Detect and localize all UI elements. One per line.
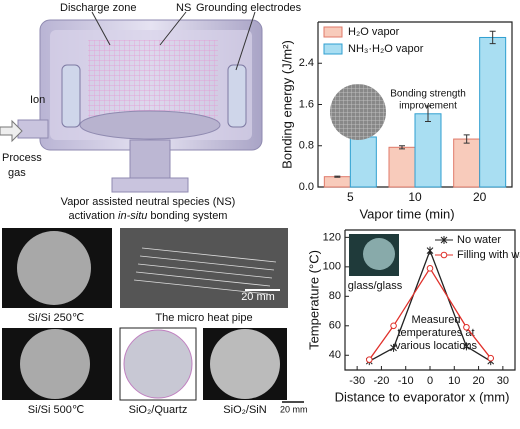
label: NS <box>176 2 191 14</box>
bar <box>323 176 351 188</box>
bar <box>414 113 442 188</box>
photo-label: The micro heat pipe <box>155 312 252 324</box>
x-tick-label: 30 <box>497 375 509 387</box>
x-tick-label: -20 <box>373 375 389 387</box>
caption: activation in-situ bonding system <box>69 210 228 222</box>
annotation: various locations <box>395 340 477 352</box>
y-tick-label: 120 <box>323 231 341 243</box>
x-tick-label: -30 <box>349 375 365 387</box>
photos: 20 mm Si/Si 250℃ The micro heat pipe Si/… <box>2 228 308 416</box>
inset-photo <box>330 84 386 140</box>
y-tick-label: 80 <box>329 290 341 302</box>
annotation: glass/glass <box>348 280 403 292</box>
leader <box>235 11 256 71</box>
label: Grounding electrodes <box>196 2 302 14</box>
scale-bar: 20 mm <box>280 404 308 414</box>
x-tick-label: 10 <box>408 190 422 204</box>
annotation: temperatures at <box>397 327 474 339</box>
annotation: Measured <box>412 314 461 326</box>
x-tick-label: -10 <box>398 375 414 387</box>
photo-label: Si/Si 250℃ <box>28 312 84 324</box>
error-bar <box>399 145 405 150</box>
y-tick-label: 0.8 <box>299 140 314 152</box>
y-tick-label: 40 <box>329 349 341 361</box>
x-tick-label: 20 <box>473 190 487 204</box>
y-axis-label: Temperature (°C) <box>306 250 321 350</box>
legend-label: NH₃·H₂O vapor <box>348 43 424 55</box>
marker <box>426 246 434 255</box>
y-axis-label: Bonding energy (J/m²) <box>279 40 294 169</box>
inset-photo-part <box>363 238 395 270</box>
legend-swatch <box>323 26 343 38</box>
label: Ion <box>30 94 45 106</box>
chamber-illustration: Discharge zone NS Grounding electrodes I… <box>0 2 302 222</box>
caption-part: in-situ <box>118 210 147 222</box>
axis-frame <box>344 229 516 371</box>
y-tick-label: 0.0 <box>299 181 314 193</box>
x-axis-label: Vapor time (min) <box>359 206 454 221</box>
marker <box>487 354 495 362</box>
label: gas <box>8 167 26 179</box>
error-bar <box>463 134 470 144</box>
y-tick-label: 2.4 <box>299 57 314 69</box>
caption-part: bonding system <box>147 210 227 222</box>
annotation: improvement <box>399 101 457 112</box>
x-tick-label: 20 <box>472 375 484 387</box>
legend-label: H₂O vapor <box>348 26 400 38</box>
error-bar <box>425 105 431 123</box>
x-axis-label: Distance to evaporator x (mm) <box>335 389 510 404</box>
leader <box>159 11 187 46</box>
label: Discharge zone <box>60 2 136 14</box>
x-tick-label: 5 <box>347 190 354 204</box>
marker <box>426 265 434 272</box>
marker <box>463 342 470 351</box>
error-bar <box>334 175 341 178</box>
bar <box>453 138 481 188</box>
legend-swatch <box>323 43 343 55</box>
legend-label: No water <box>457 234 501 246</box>
marker <box>390 343 397 352</box>
photo-label: SiO₂/SiN <box>223 404 266 416</box>
bar <box>479 36 507 188</box>
x-tick-label: 0 <box>427 375 433 387</box>
y-tick-label: 1.6 <box>299 98 314 110</box>
annotation: Bonding strength <box>390 89 466 100</box>
legend-marker <box>440 251 448 259</box>
legend-label: Filling with water <box>457 249 520 261</box>
caption: Vapor assisted neutral species (NS) <box>61 196 236 208</box>
label: Process <box>2 152 42 164</box>
photo-label: SiO₂/Quartz <box>129 404 188 416</box>
y-tick-label: 60 <box>329 320 341 332</box>
marker <box>365 356 373 363</box>
bar <box>349 136 377 188</box>
axis-frame <box>317 21 513 188</box>
x-tick-label: 10 <box>448 375 460 387</box>
caption-part: activation <box>69 210 119 222</box>
scale-bar: 20 mm <box>241 291 275 303</box>
bar <box>388 146 416 188</box>
leader <box>91 11 111 46</box>
marker <box>390 322 397 330</box>
photo-label: Si/Si 500℃ <box>28 404 84 416</box>
error-bar <box>489 30 496 45</box>
marker <box>463 323 470 331</box>
legend-marker <box>440 236 448 244</box>
y-tick-label: 100 <box>323 261 341 273</box>
